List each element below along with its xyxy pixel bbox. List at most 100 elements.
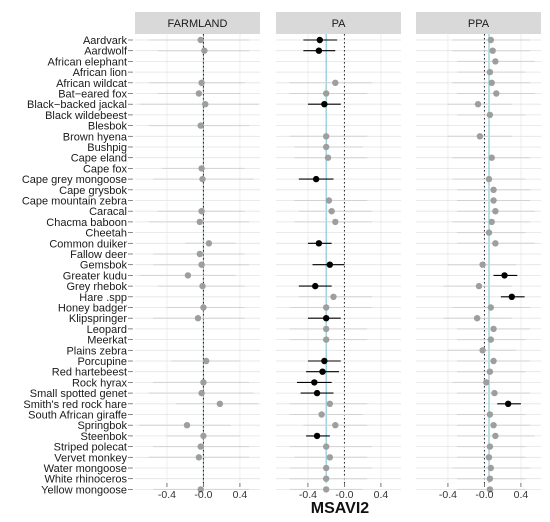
species-label: Rock hyrax (72, 377, 128, 389)
estimate-point (487, 336, 495, 343)
species-label: African wildcat (56, 78, 127, 90)
estimate-point (486, 111, 494, 119)
estimate-point (488, 218, 495, 226)
estimate-point (486, 486, 494, 493)
estimate-point (492, 240, 499, 247)
estimate-point (313, 432, 321, 440)
estimate-point (216, 400, 224, 407)
estimate-point (487, 36, 495, 44)
x-tick-label: 0.4 (374, 489, 389, 501)
panel-strip (276, 12, 401, 34)
species-label: Common duiker (49, 238, 127, 250)
estimate-point (322, 143, 330, 151)
estimate-point (485, 175, 493, 183)
estimate-point (312, 175, 320, 183)
estimate-point (183, 422, 191, 429)
estimate-point (312, 282, 319, 290)
species-label: Water mongoose (44, 463, 127, 475)
estimate-point (194, 315, 202, 322)
species-label: Aardwolf (84, 46, 128, 58)
estimate-point (198, 261, 205, 268)
estimate-point (311, 379, 318, 386)
estimate-point (201, 47, 208, 54)
species-label: Gemsbok (80, 260, 128, 272)
estimate-point (322, 464, 330, 472)
estimate-point (315, 240, 323, 247)
species-label: Chacma baboon (46, 217, 127, 229)
estimate-point (198, 208, 205, 215)
estimate-point (486, 475, 494, 482)
estimate-point (490, 197, 497, 204)
species-label: African elephant (48, 56, 128, 68)
species-label: Cape grey mongoose (22, 174, 127, 186)
estimate-point (322, 325, 330, 333)
estimate-point (326, 400, 334, 407)
estimate-point (199, 282, 206, 290)
estimate-point (326, 454, 334, 461)
estimate-point (332, 218, 339, 226)
estimate-point (199, 175, 206, 183)
estimate-point (316, 36, 323, 44)
species-label: Klipspringer (69, 313, 127, 325)
species-label: White rhinoceros (44, 474, 127, 486)
estimate-point (196, 250, 203, 258)
panel-strip-label: PPA (468, 18, 490, 30)
estimate-point (322, 443, 330, 450)
species-label: Red hartebeest (52, 367, 127, 379)
estimate-point (200, 379, 207, 386)
estimate-point (492, 58, 499, 65)
x-tick-label: -0.0 (194, 489, 212, 501)
species-label: Porcupine (77, 356, 127, 368)
species-label: Plains zebra (66, 345, 127, 357)
estimate-point (322, 304, 330, 311)
estimate-point (195, 90, 203, 97)
species-label: Black wildebeest (45, 110, 127, 122)
species-label: Cape mountain zebra (22, 196, 128, 208)
estimate-point (198, 79, 205, 87)
estimate-point (202, 101, 209, 108)
estimate-point (490, 186, 497, 193)
species-label: Cape grysbok (59, 185, 127, 197)
panel-ppa: PPA -0.4 -0.0 0.4 (416, 12, 541, 501)
estimate-point (322, 315, 330, 322)
x-tick-label: 0.4 (514, 489, 529, 501)
estimate-point (322, 336, 330, 343)
estimate-point (200, 432, 207, 440)
species-label: Hare .spp (79, 292, 127, 304)
estimate-point (475, 282, 483, 290)
estimate-point (483, 379, 490, 386)
species-label: Leopard (87, 324, 127, 336)
estimate-point (198, 165, 205, 172)
x-tick-label: -0.0 (475, 489, 493, 501)
estimate-point (197, 122, 204, 129)
estimate-point (490, 325, 497, 333)
species-label: African lion (73, 67, 127, 79)
estimate-point (322, 133, 330, 140)
species-label: Black−backed jackal (27, 99, 127, 111)
estimate-point (485, 454, 493, 461)
species-label: Brown hyena (63, 131, 128, 143)
species-label: Smith's red rock hare (23, 399, 127, 411)
estimate-point (324, 154, 332, 161)
estimate-point (486, 411, 494, 418)
estimate-point (315, 47, 323, 54)
panel-farmland: FARMLAND -0.4 -0.0 0.4 (135, 12, 260, 501)
estimate-point (490, 357, 497, 365)
estimate-point (184, 272, 192, 279)
estimate-point (332, 422, 339, 429)
panel-strip (416, 12, 541, 34)
estimate-point (325, 197, 333, 204)
species-label: Greater kudu (63, 270, 127, 282)
species-label: Vervet monkey (54, 452, 127, 464)
estimate-point (479, 347, 486, 354)
panel-strip (135, 12, 260, 34)
x-tick-label: -0.4 (158, 489, 176, 501)
estimate-point (490, 422, 497, 429)
estimate-point (313, 389, 321, 397)
panel-strip-label: PA (332, 18, 347, 30)
species-label: Cheetah (85, 228, 127, 240)
estimate-point (486, 443, 494, 450)
panel-strip-label: FARMLAND (168, 18, 228, 30)
species-label: Striped polecat (54, 442, 127, 454)
